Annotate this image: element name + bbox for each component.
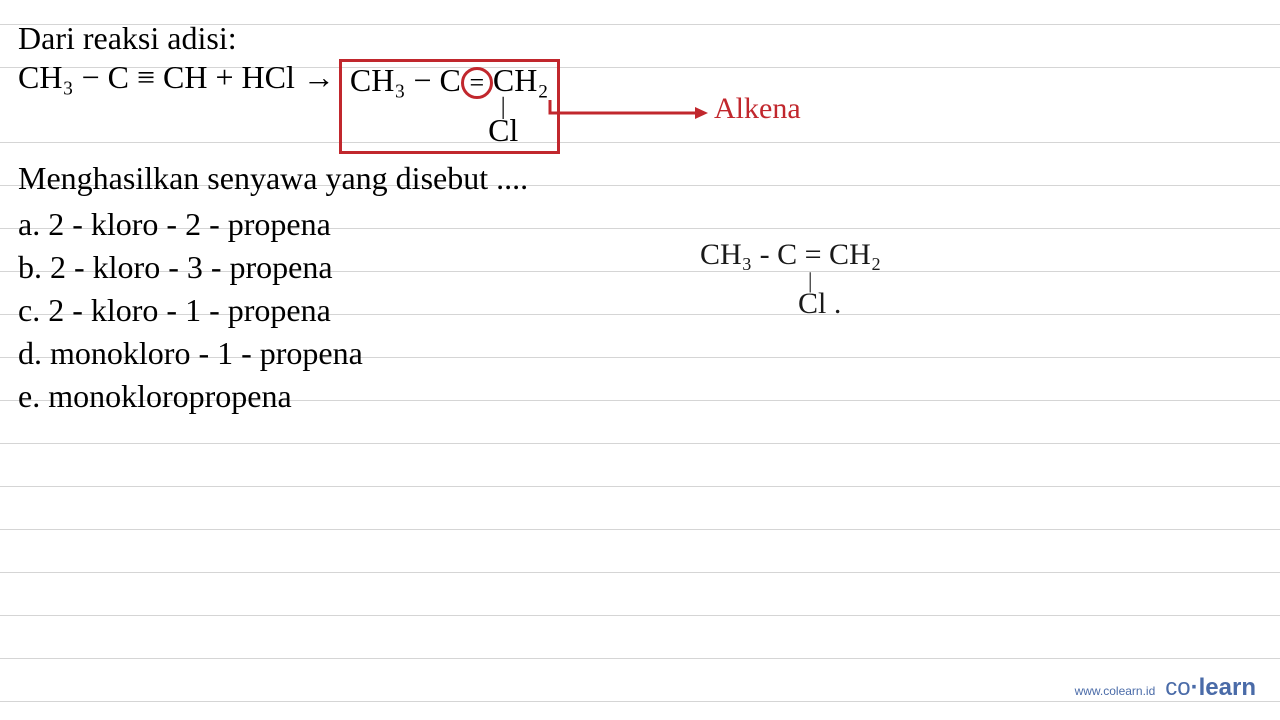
product-boxed: CH₃ − C = CH₂ | Cl [339,59,560,154]
alkena-annotation: Alkena [714,92,801,126]
question-prompt: Menghasilkan senyawa yang disebut .... [18,160,1262,197]
option-a: a. 2 - kloro - 2 - propena [18,203,1262,246]
footer: www.colearn.id co·learn [1075,674,1256,702]
reactant-text: CH₃ − C ≡ CH + HCl → [18,59,335,96]
option-d: d. monokloro - 1 - propena [18,332,1262,375]
product-formula-top: CH₃ − C = CH₂ [350,62,549,99]
cl-text: Cl [458,116,549,145]
logo-dot: · [1191,674,1199,701]
circled-double-bond: = [461,67,493,99]
product-cl-group: | Cl [458,99,549,145]
options-list: a. 2 - kloro - 2 - propena b. 2 - kloro … [18,203,1262,419]
footer-logo: co·learn [1165,674,1256,702]
content-area: Dari reaksi adisi: CH₃ − C ≡ CH + HCl → … [0,0,1280,439]
footer-url: www.colearn.id [1075,684,1156,698]
arrow-annotation [540,95,720,135]
logo-learn: learn [1199,674,1256,701]
product-part1: CH₃ − C [350,62,461,99]
option-b: b. 2 - kloro - 3 - propena [18,246,1262,289]
question-intro: Dari reaksi adisi: [18,20,1262,57]
option-c: c. 2 - kloro - 1 - propena [18,289,1262,332]
option-e: e. monokloropropena [18,375,1262,418]
logo-co: co [1165,674,1190,701]
